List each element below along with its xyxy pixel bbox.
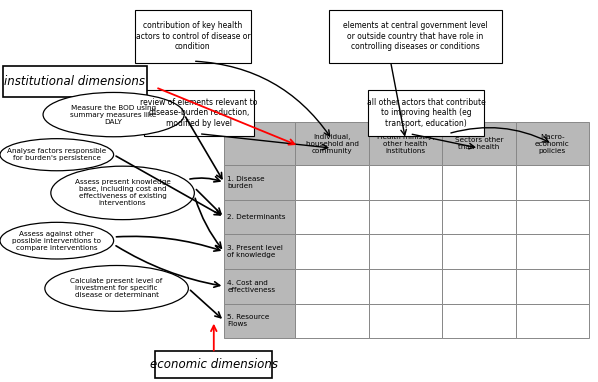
Ellipse shape <box>0 222 114 259</box>
Text: Health ministry,
other health
institutions: Health ministry, other health institutio… <box>377 134 434 154</box>
Text: Calculate present level of
investment for specific
disease or determinant: Calculate present level of investment fo… <box>71 278 163 298</box>
Text: Assess against other
possible interventions to
compare interventions: Assess against other possible interventi… <box>13 231 101 251</box>
Bar <box>224 200 295 235</box>
Bar <box>442 122 515 165</box>
Text: 2. Determinants: 2. Determinants <box>227 214 286 220</box>
Text: 1. Disease
burden: 1. Disease burden <box>227 176 265 189</box>
Ellipse shape <box>0 139 114 171</box>
Text: Measure the BOD using
summary measures like
DALY: Measure the BOD using summary measures l… <box>71 105 157 125</box>
FancyBboxPatch shape <box>155 351 272 378</box>
Bar <box>515 304 589 338</box>
Text: Analyse factors responsible
for burden's persistence: Analyse factors responsible for burden's… <box>7 148 106 161</box>
Bar <box>369 165 442 200</box>
Bar <box>442 235 515 269</box>
Bar <box>295 269 369 304</box>
Bar <box>224 165 295 200</box>
FancyBboxPatch shape <box>368 90 484 136</box>
Bar <box>224 235 295 269</box>
Text: Sectors other
than health: Sectors other than health <box>454 137 504 151</box>
Text: review of elements relevant to
disease-burden reduction,
modified by level: review of elements relevant to disease-b… <box>140 98 258 128</box>
FancyBboxPatch shape <box>144 90 254 136</box>
Bar <box>295 235 369 269</box>
Bar <box>442 200 515 235</box>
Text: Macro-
economic
policies: Macro- economic policies <box>535 134 570 154</box>
Bar <box>515 165 589 200</box>
FancyBboxPatch shape <box>329 10 502 63</box>
Bar <box>224 269 295 304</box>
Text: economic dimensions: economic dimensions <box>150 358 278 371</box>
Text: 4. Cost and
effectiveness: 4. Cost and effectiveness <box>227 280 275 293</box>
Bar <box>295 165 369 200</box>
FancyBboxPatch shape <box>3 66 147 97</box>
Bar <box>369 304 442 338</box>
Text: institutional dimensions: institutional dimensions <box>4 75 145 88</box>
Bar <box>224 304 295 338</box>
Bar <box>515 200 589 235</box>
Text: Individual,
household and
community: Individual, household and community <box>306 134 359 154</box>
Text: Assess present knowledge
base, including cost and
effectiveness of existing
inte: Assess present knowledge base, including… <box>75 180 170 206</box>
Text: 3. Present level
of knowledge: 3. Present level of knowledge <box>227 245 283 258</box>
Ellipse shape <box>51 166 194 220</box>
Bar <box>442 304 515 338</box>
Bar <box>515 269 589 304</box>
Bar <box>295 304 369 338</box>
Bar <box>295 200 369 235</box>
Bar <box>442 269 515 304</box>
Bar <box>369 122 442 165</box>
Text: contribution of key health
actors to control of disease or
condition: contribution of key health actors to con… <box>136 21 250 51</box>
Bar <box>369 269 442 304</box>
Bar <box>515 122 589 165</box>
Text: 5. Resource
Flows: 5. Resource Flows <box>227 314 270 327</box>
Bar <box>515 235 589 269</box>
Text: elements at central government level
or outside country that have role in
contro: elements at central government level or … <box>343 21 488 51</box>
Ellipse shape <box>43 92 184 137</box>
Bar <box>369 200 442 235</box>
Text: all other actors that contribute
to improving health (eg
transport, education): all other actors that contribute to impr… <box>367 98 486 128</box>
Ellipse shape <box>45 265 188 311</box>
Bar <box>224 122 295 165</box>
FancyBboxPatch shape <box>135 10 251 63</box>
Bar <box>295 122 369 165</box>
Bar <box>442 165 515 200</box>
Bar <box>369 235 442 269</box>
